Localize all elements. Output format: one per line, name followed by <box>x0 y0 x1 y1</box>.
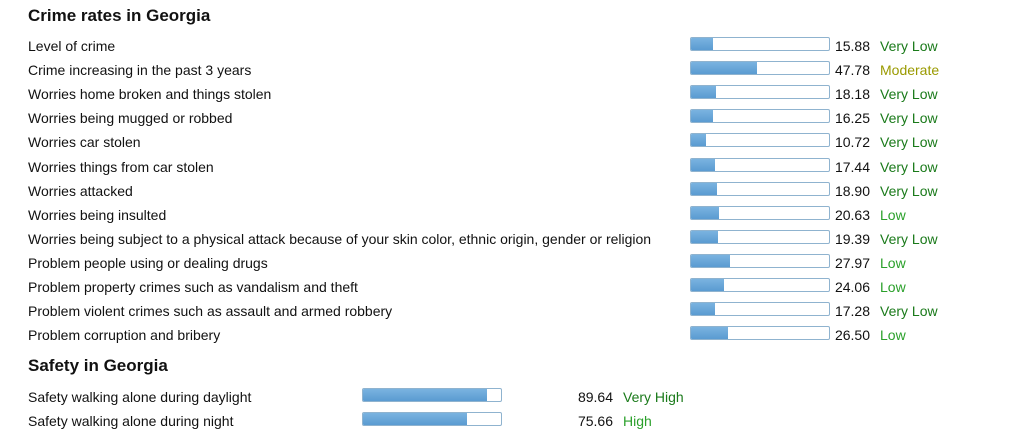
score-value: 17.44 <box>834 158 870 175</box>
crime-row: Problem property crimes such as vandalis… <box>0 275 1024 299</box>
score-bar <box>690 85 830 100</box>
rating-label: Low <box>880 254 906 271</box>
crime-row: Worries things from car stolen 17.44 Very … <box>0 155 1024 179</box>
score-value: 18.18 <box>834 86 870 103</box>
rating-label: Low <box>880 279 906 295</box>
score-bar <box>690 37 830 51</box>
rating-label: Very Low <box>880 86 938 103</box>
score-bar-fill <box>691 279 725 291</box>
safety-row: Safety walking alone during daylight 89.6… <box>0 385 1024 409</box>
score-bar <box>362 388 502 402</box>
score-value: 17.28 <box>834 303 870 320</box>
score-bar <box>690 326 830 341</box>
score-bar-fill <box>363 389 487 401</box>
row-label: Worries being subject to a physical atta… <box>28 230 652 247</box>
row-label: Problem violent crimes such as assault a… <box>28 303 393 320</box>
rating-label: Very Low <box>880 182 938 199</box>
row-label: Safety walking alone during night <box>28 413 234 429</box>
rating-label: Low <box>880 206 906 223</box>
rating-label: Very Low <box>880 303 938 320</box>
safety-row: Safety walking alone during night 75.66 Hi… <box>0 409 1024 433</box>
score-value: 10.72 <box>834 134 870 151</box>
score-bar-fill <box>691 327 728 340</box>
crime-row: Worries home broken and things stolen 18.… <box>0 82 1024 106</box>
score-value: 15.88 <box>834 38 870 54</box>
score-value: 26.50 <box>834 327 870 344</box>
score-value: 18.90 <box>834 182 870 199</box>
row-label: Worries being mugged or robbed <box>28 110 233 127</box>
row-label: Worries car stolen <box>28 134 141 151</box>
score-bar-fill <box>691 110 714 123</box>
score-bar-fill <box>691 38 713 50</box>
score-bar <box>690 302 830 317</box>
crime-section-title: Crime rates in Georgia <box>28 6 211 25</box>
crime-row: Problem violent crimes such as assault a… <box>0 299 1024 323</box>
score-bar-fill <box>691 206 720 219</box>
score-value: 27.97 <box>834 254 870 271</box>
score-value: 16.25 <box>834 110 870 127</box>
rating-label: Low <box>880 327 906 344</box>
score-bar-fill <box>691 230 718 243</box>
rating-label: Very High <box>623 389 684 405</box>
rating-label: Very Low <box>880 134 938 151</box>
row-label: Safety walking alone during daylight <box>28 389 252 405</box>
row-label: Crime increasing in the past 3 years <box>28 62 252 79</box>
score-bar <box>690 229 830 244</box>
score-bar <box>690 109 830 124</box>
crime-row: Crime increasing in the past 3 years 47.7… <box>0 58 1024 82</box>
row-label: Problem corruption and bribery <box>28 327 221 344</box>
row-label: Problem people using or dealing drugs <box>28 254 268 271</box>
score-bar-fill <box>691 254 730 267</box>
score-value: 75.66 <box>577 413 613 429</box>
score-bar-fill <box>691 182 718 195</box>
crime-row: Worries being subject to a physical atta… <box>0 227 1024 251</box>
score-bar-fill <box>691 86 717 99</box>
score-bar <box>690 205 830 220</box>
rating-label: Very Low <box>880 110 938 127</box>
crime-row: Level of crime 15.88 Very Low <box>0 34 1024 58</box>
row-label: Worries things from car stolen <box>28 158 214 175</box>
score-bar <box>362 412 502 426</box>
score-bar <box>690 61 830 76</box>
rating-label: Very Low <box>880 230 938 247</box>
score-bar <box>690 133 830 148</box>
rating-label: Moderate <box>880 62 940 79</box>
crime-row: Problem people using or dealing drugs 27.… <box>0 251 1024 275</box>
score-value: 20.63 <box>834 206 870 223</box>
score-value: 89.64 <box>577 389 613 405</box>
crime-row: Worries car stolen 10.72 Very Low <box>0 130 1024 154</box>
score-value: 24.06 <box>834 279 870 295</box>
crime-row: Worries being mugged or robbed 16.25 Very … <box>0 106 1024 130</box>
rating-label: Very Low <box>880 38 938 54</box>
rating-label: Very Low <box>880 158 938 175</box>
score-bar-fill <box>691 158 716 171</box>
row-label: Worries attacked <box>28 182 133 199</box>
row-label: Worries being insulted <box>28 206 167 223</box>
safety-section-title: Safety in Georgia <box>28 356 168 375</box>
row-label: Level of crime <box>28 38 116 54</box>
row-label: Worries home broken and things stolen <box>28 86 272 103</box>
score-bar-fill <box>691 62 757 75</box>
score-bar <box>690 253 830 268</box>
score-bar <box>690 278 830 292</box>
crime-row: Worries attacked 18.90 Very Low <box>0 179 1024 203</box>
score-bar-fill <box>691 303 715 316</box>
score-bar-fill <box>691 134 706 147</box>
row-label: Problem property crimes such as vandalis… <box>28 279 358 295</box>
rating-label: High <box>623 413 652 429</box>
score-bar <box>690 157 830 172</box>
score-bar-fill <box>363 413 468 425</box>
score-value: 47.78 <box>834 62 870 79</box>
score-value: 19.39 <box>834 230 870 247</box>
score-bar <box>690 181 830 196</box>
crime-row: Worries being insulted 20.63 Low <box>0 203 1024 227</box>
crime-row: Problem corruption and bribery 26.50 Low <box>0 323 1024 347</box>
